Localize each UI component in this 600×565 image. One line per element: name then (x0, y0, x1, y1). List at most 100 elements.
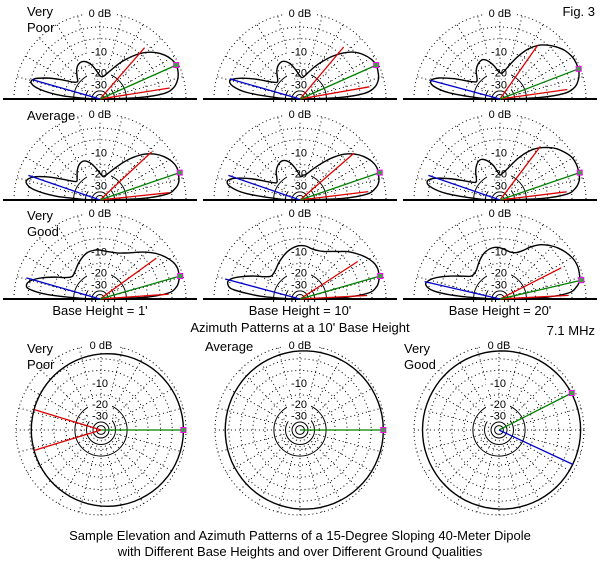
ring-label: 0 dB (89, 109, 112, 121)
peak-cursor-line (499, 68, 579, 100)
azimuth-label-average: Average (205, 339, 254, 354)
beamwidth-cursor-line (499, 88, 568, 100)
caption-base-height-20: Base Height = 20' (448, 303, 552, 318)
ring-label: -10 (91, 147, 107, 159)
ring-label: -20 (491, 268, 507, 280)
azimuth-plot-az1: 0 dB -10 -20-30 (15, 340, 187, 516)
ring-label: -10 (491, 147, 507, 159)
polar-grid: 0 dB-10-20-30 (203, 109, 397, 203)
azimuth-label-very-poor: Very Poor (27, 341, 55, 372)
ring-label: 0 dB (289, 8, 312, 20)
peak-cursor-line (499, 279, 582, 300)
peak-marker (568, 390, 575, 396)
secondary-cursor-line (28, 174, 101, 201)
pattern-trace (424, 243, 581, 300)
pattern-trace (30, 352, 185, 508)
pattern-trace (228, 51, 380, 100)
peak-marker (173, 62, 180, 69)
ring-label: 0 dB (489, 8, 512, 20)
azimuth-plot-az3: 0 dB -10 -20-30 (413, 340, 585, 516)
peak-marker (177, 273, 184, 279)
secondary-cursor-line (428, 174, 501, 201)
polar-grid: 0 dB-10-20-30 (403, 109, 597, 203)
ring-label: -30 (291, 279, 307, 291)
pattern-trace (426, 146, 581, 201)
peak-marker (575, 65, 582, 72)
ring-label: -20 (491, 68, 507, 80)
polar-grid: 0 dB-10-20-30 (203, 208, 397, 302)
pattern-trace (224, 350, 385, 510)
polar-grid: 0 dB-10-20-30 (413, 340, 585, 516)
elevation-plot-r3c3: 0 dB -10 -20-30 (403, 208, 597, 302)
pattern-trace (30, 51, 179, 100)
secondary-cursor-line (225, 278, 301, 300)
beamwidth-cursor-line (299, 46, 345, 100)
pattern-trace (421, 350, 582, 510)
azimuth-plot-az2: 0 dB -10 -20-30 (214, 340, 387, 516)
peak-cursor-line (99, 275, 181, 300)
ring-label: 0 dB (489, 109, 512, 121)
ring-label: -10 (491, 46, 507, 58)
elevation-plot-r1c1: 0 dB-10-20-30 (3, 8, 197, 102)
ring-label: 0 dB (89, 8, 112, 20)
figure-caption-line1: Sample Elevation and Azimuth Patterns of… (69, 528, 531, 543)
secondary-cursor-line (26, 277, 101, 300)
ring-label: -10 (491, 246, 507, 258)
polar-grid: 0 dB-10-20-30 (214, 340, 386, 516)
beamwidth-cursor-line (99, 151, 153, 201)
peak-cursor-line (499, 171, 580, 201)
peak-marker (176, 169, 183, 176)
polar-grid: 0 dB-10-20-30 (403, 8, 597, 102)
beamwidth-cursor-line (499, 267, 562, 300)
ring-label: -10 (92, 378, 108, 390)
ring-label: -30 (91, 279, 107, 291)
beamwidth-cursor-line (499, 294, 569, 300)
ring-label: -20 (92, 399, 108, 411)
polar-grid: 0 dB-10-20-30 (203, 8, 397, 102)
peak-cursor-line (299, 64, 377, 100)
peak-marker (373, 62, 380, 69)
row-label-very-poor: Very Poor (27, 4, 55, 35)
peak-marker (377, 273, 384, 279)
elevation-plot-r2c2: 0 dB-10-20-30 (203, 109, 397, 203)
ring-label: -20 (91, 268, 107, 280)
ring-label: 0 dB (289, 340, 312, 352)
ring-label: -10 (91, 46, 107, 58)
ring-label: -30 (91, 180, 107, 192)
ring-label: -10 (91, 246, 107, 258)
ring-label: -30 (491, 279, 507, 291)
beamwidth-cursor-line (34, 429, 102, 452)
pattern-trace (226, 244, 380, 300)
ring-label: 0 dB (289, 109, 312, 121)
beamwidth-cursor-line (99, 257, 157, 300)
polar-grid: 0 dB -10 -20-30 (403, 208, 597, 302)
ring-label: -20 (490, 399, 506, 411)
beamwidth-cursor-line (499, 146, 541, 201)
ring-label: 0 dB (488, 340, 511, 352)
ring-label: -30 (491, 180, 507, 192)
beamwidth-cursor-line (299, 152, 355, 201)
ring-label: 0 dB (90, 340, 113, 352)
elevation-plot-r3c1: 0 dB -10 -20-30 (3, 208, 197, 302)
ring-label: -10 (291, 46, 307, 58)
secondary-cursor-line (32, 78, 101, 100)
beamwidth-cursor-line (499, 45, 539, 100)
azimuth-label-very-good: Very Good (404, 341, 436, 372)
beamwidth-cursor-line (499, 191, 567, 201)
pattern-trace (25, 249, 180, 300)
secondary-cursor-line (228, 174, 301, 201)
peak-marker (576, 169, 583, 176)
ring-label: 0 dB (489, 208, 512, 220)
caption-base-height-1: Base Height = 1' (52, 303, 148, 318)
elevation-plot-r3c2: 0 dB -10 -20-30 (203, 208, 397, 302)
beamwidth-cursor-line (34, 408, 102, 431)
ring-label: -30 (91, 79, 107, 91)
ring-label: -30 (291, 411, 307, 423)
ring-label: -10 (291, 378, 307, 390)
ring-label: -30 (490, 411, 506, 423)
beamwidth-cursor-line (299, 190, 369, 201)
secondary-cursor-line (424, 280, 501, 300)
beamwidth-cursor-line (99, 47, 146, 100)
